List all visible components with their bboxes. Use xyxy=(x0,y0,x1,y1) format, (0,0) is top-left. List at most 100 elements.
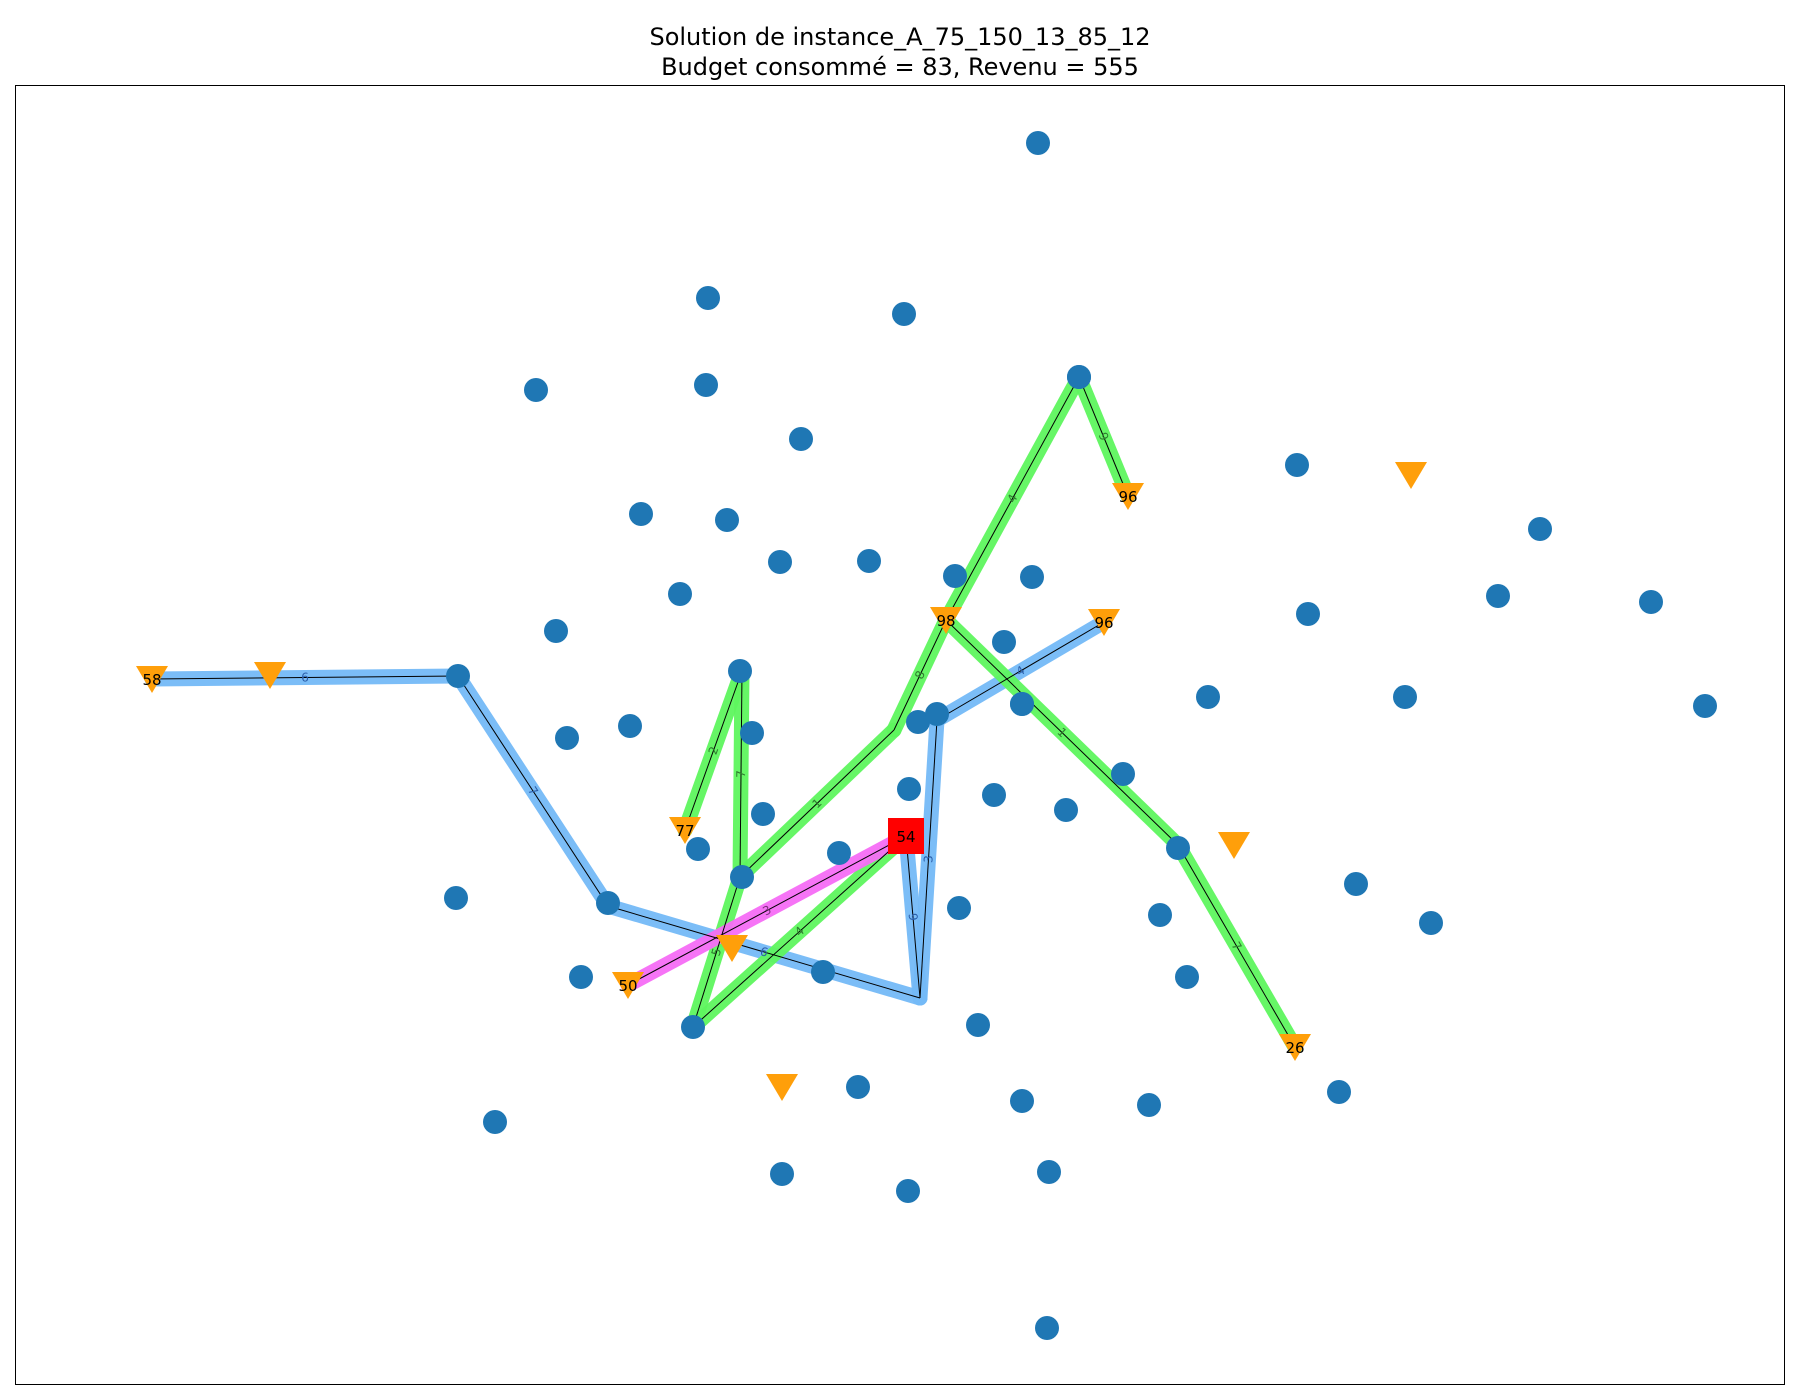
graph-node xyxy=(1026,131,1050,155)
customer-node xyxy=(930,607,962,634)
graph-node xyxy=(966,1013,990,1037)
graph-node xyxy=(751,802,775,826)
customer-node xyxy=(136,666,168,693)
graph-node xyxy=(596,891,620,915)
customer-node xyxy=(254,662,286,689)
graph-node xyxy=(1393,685,1417,709)
graph-node xyxy=(943,564,967,588)
customer-node xyxy=(612,972,644,999)
graph-edge xyxy=(945,376,1080,621)
graph-node xyxy=(982,783,1006,807)
graph-node xyxy=(1148,903,1172,927)
customer-node xyxy=(669,817,701,844)
customer-label: 58 xyxy=(142,671,161,689)
graph-node xyxy=(1035,1316,1059,1340)
edge-weight-label: 5 xyxy=(709,946,725,957)
graph-node xyxy=(446,664,470,688)
graph-node xyxy=(897,777,921,801)
graph-edge xyxy=(739,729,895,878)
graph-node xyxy=(1196,685,1220,709)
graph-node xyxy=(811,960,835,984)
graph-node xyxy=(770,1162,794,1186)
depot-node xyxy=(888,818,924,854)
graph-node xyxy=(1486,584,1510,608)
graph-edge xyxy=(936,621,1105,721)
graph-node xyxy=(483,1110,507,1134)
graph-node xyxy=(1037,1160,1061,1184)
edge-weight-label: 6 xyxy=(301,670,309,684)
graph-edge xyxy=(739,670,743,878)
graph-node xyxy=(681,1015,705,1039)
graph-node xyxy=(668,582,692,606)
graph-node xyxy=(1175,965,1199,989)
customer-node xyxy=(716,935,748,962)
graph-node xyxy=(728,659,752,683)
plot-title: Solution de instance_A_75_150_13_85_12 B… xyxy=(0,22,1800,82)
graph-node xyxy=(1111,762,1135,786)
edge-layer xyxy=(151,376,1296,1048)
plot-frame xyxy=(15,85,1785,1385)
graph-node xyxy=(1020,565,1044,589)
graph-node xyxy=(1010,1089,1034,1113)
graph-node xyxy=(544,619,568,643)
edge-weight-label: 9 xyxy=(906,913,921,922)
customer-node xyxy=(1395,462,1427,489)
graph-node xyxy=(555,726,579,750)
graph-node xyxy=(896,1179,920,1203)
graph-node xyxy=(1344,872,1368,896)
graph-node xyxy=(569,965,593,989)
customer-node xyxy=(1218,832,1250,859)
edge-weight-label: 7 xyxy=(734,770,748,778)
customer-node xyxy=(1088,609,1120,636)
graph-node xyxy=(730,865,754,889)
customer-label: 96 xyxy=(1094,614,1113,632)
graph-edge xyxy=(945,619,1179,846)
graph-node xyxy=(1137,1093,1161,1117)
graph-node xyxy=(1419,911,1443,935)
graph-edge xyxy=(692,876,741,1028)
graph-node xyxy=(629,502,653,526)
graph-edge xyxy=(151,675,459,680)
graph-edge xyxy=(684,670,743,831)
graph-node xyxy=(846,1075,870,1099)
graph-node xyxy=(1296,602,1320,626)
graph-node xyxy=(992,630,1016,654)
graph-edge xyxy=(1177,844,1296,1048)
graph-node xyxy=(906,710,930,734)
graph-node xyxy=(857,549,881,573)
graph-node xyxy=(1693,694,1717,718)
graph-node xyxy=(715,508,739,532)
graph-node xyxy=(1067,365,1091,389)
customer-label: 98 xyxy=(936,612,955,630)
graph-node xyxy=(444,886,468,910)
graph-edge xyxy=(627,835,907,986)
graph-node xyxy=(1639,590,1663,614)
graph-node xyxy=(1327,1080,1351,1104)
depot-label: 54 xyxy=(896,828,915,846)
graph-node xyxy=(925,702,949,726)
title-line-1: Solution de instance_A_75_150_13_85_12 xyxy=(649,23,1151,51)
customer-label: 50 xyxy=(618,977,637,995)
graph-edge xyxy=(607,905,921,999)
graph-node xyxy=(686,837,710,861)
customer-label: 77 xyxy=(675,822,694,840)
graph-edge xyxy=(905,835,921,999)
graph-edge xyxy=(893,619,947,731)
graph-node xyxy=(768,550,792,574)
graph-node xyxy=(740,721,764,745)
graph-edge xyxy=(457,675,609,907)
customer-label: 26 xyxy=(1285,1039,1304,1057)
customer-node xyxy=(766,1074,798,1101)
edge-weight-label: 6 xyxy=(758,944,769,960)
node-layer xyxy=(136,131,1717,1340)
graph-node xyxy=(947,896,971,920)
graph-node xyxy=(618,714,642,738)
graph-node xyxy=(524,378,548,402)
graph-node xyxy=(1166,836,1190,860)
graph-node xyxy=(694,373,718,397)
customer-node xyxy=(1279,1034,1311,1061)
graph-node xyxy=(1010,692,1034,716)
graph-node xyxy=(696,286,720,310)
graph-node xyxy=(1528,517,1552,541)
